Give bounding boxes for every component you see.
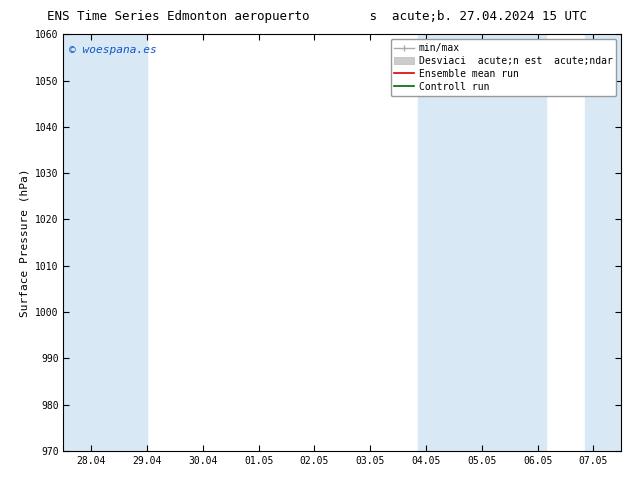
Bar	[418, 34, 546, 451]
Bar	[63, 34, 147, 451]
Legend: min/max, Desviaci  acute;n est  acute;ndar, Ensemble mean run, Controll run: min/max, Desviaci acute;n est acute;ndar…	[391, 39, 616, 96]
Bar	[585, 34, 621, 451]
Text: ENS Time Series Edmonton aeropuerto        s  acute;b. 27.04.2024 15 UTC: ENS Time Series Edmonton aeropuerto s ac…	[47, 10, 587, 23]
Y-axis label: Surface Pressure (hPa): Surface Pressure (hPa)	[20, 168, 30, 317]
Text: © woespana.es: © woespana.es	[69, 45, 157, 55]
